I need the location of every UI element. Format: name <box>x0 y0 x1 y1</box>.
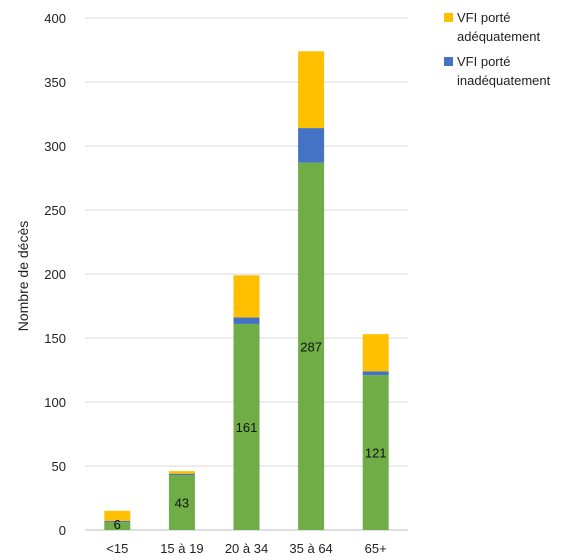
bar-segment-2 <box>104 510 131 522</box>
legend-swatch <box>444 57 453 66</box>
data-label: 161 <box>236 420 258 435</box>
x-axis: <15 15 à 19 20 à 34 35 à 64 65+ <box>106 541 386 556</box>
data-label: 43 <box>175 495 189 510</box>
x-tick-label: <15 <box>106 541 128 556</box>
y-tick-label: 250 <box>44 203 66 218</box>
x-tick-label: 20 à 34 <box>225 541 268 556</box>
y-tick-label: 50 <box>52 459 66 474</box>
legend-item: VFI porté inadéquatement <box>444 52 584 90</box>
x-tick-label: 65+ <box>365 541 387 556</box>
legend-label: VFI porté inadéquatement <box>457 54 551 88</box>
gridlines <box>85 17 408 531</box>
bar-segment-0 <box>362 375 389 530</box>
y-tick-label: 400 <box>44 11 66 26</box>
y-tick-label: 300 <box>44 139 66 154</box>
bar-segment-1 <box>298 128 325 163</box>
data-label: 6 <box>114 517 121 532</box>
bar-segment-1 <box>168 473 195 475</box>
legend-swatch <box>444 13 453 22</box>
data-label: 287 <box>300 339 322 354</box>
bar-segment-0 <box>298 162 325 530</box>
y-tick-label: 100 <box>44 395 66 410</box>
legend: VFI porté adéquatement VFI porté inadéqua… <box>444 8 584 96</box>
legend-item: VFI porté adéquatement <box>444 8 584 46</box>
y-tick-label: 350 <box>44 75 66 90</box>
y-tick-label: 0 <box>59 523 66 538</box>
bar-segment-2 <box>233 275 260 318</box>
bar-segment-0 <box>168 474 195 530</box>
bar-segment-2 <box>362 334 389 372</box>
bars <box>104 51 389 530</box>
legend-label: VFI porté adéquatement <box>457 10 541 44</box>
bar-segment-1 <box>104 521 131 523</box>
y-tick-label: 200 <box>44 267 66 282</box>
bar-segment-0 <box>104 522 131 530</box>
y-axis-label: Nombre de décès <box>15 221 31 332</box>
bar-segment-1 <box>233 317 260 324</box>
bar-segment-2 <box>298 51 325 129</box>
y-tick-label: 150 <box>44 331 66 346</box>
bar-segment-0 <box>233 323 260 530</box>
bar-segment-2 <box>168 471 195 474</box>
y-axis: 0 50 100 150 200 250 300 350 400 <box>44 11 66 538</box>
data-labels: 6 43 161 287 121 <box>114 339 387 532</box>
x-tick-label: 35 à 64 <box>289 541 332 556</box>
x-tick-label: 15 à 19 <box>160 541 203 556</box>
bar-segment-1 <box>362 371 389 376</box>
data-label: 121 <box>365 446 387 461</box>
